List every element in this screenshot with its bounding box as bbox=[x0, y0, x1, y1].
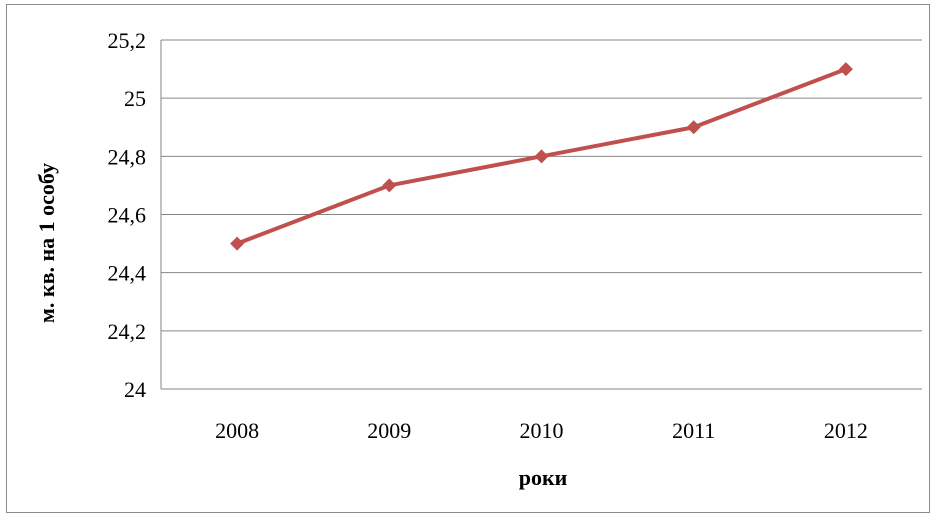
y-axis-title: м. кв. на 1 особу bbox=[34, 163, 59, 323]
y-tick-label: 25 bbox=[124, 86, 146, 111]
data-point-marker bbox=[838, 62, 853, 77]
data-point-marker bbox=[382, 178, 397, 193]
x-tick-label: 2012 bbox=[824, 418, 868, 443]
x-tick-label: 2010 bbox=[520, 418, 564, 443]
chart-frame bbox=[6, 4, 930, 513]
y-tick-label: 24,4 bbox=[108, 261, 147, 286]
y-tick-labels: 24 24,2 24,4 24,6 24,8 25 25,2 bbox=[108, 28, 147, 402]
y-tick-label: 24,8 bbox=[108, 144, 147, 169]
x-tick-label: 2009 bbox=[367, 418, 411, 443]
x-tick-labels: 2008 2009 2010 2011 2012 bbox=[215, 418, 868, 443]
gridlines bbox=[160, 39, 922, 390]
data-point-marker bbox=[534, 149, 549, 164]
y-tick-label: 24,6 bbox=[108, 203, 147, 228]
x-tick-label: 2011 bbox=[672, 418, 715, 443]
data-point-marker bbox=[230, 236, 245, 251]
y-tick-label: 25,2 bbox=[108, 28, 147, 53]
y-tick-label: 24,2 bbox=[108, 319, 147, 344]
series-layer bbox=[230, 62, 853, 251]
data-point-marker bbox=[686, 120, 701, 135]
y-tick-label: 24 bbox=[124, 377, 146, 402]
x-axis-title: роки bbox=[519, 465, 568, 490]
x-tick-label: 2008 bbox=[215, 418, 259, 443]
